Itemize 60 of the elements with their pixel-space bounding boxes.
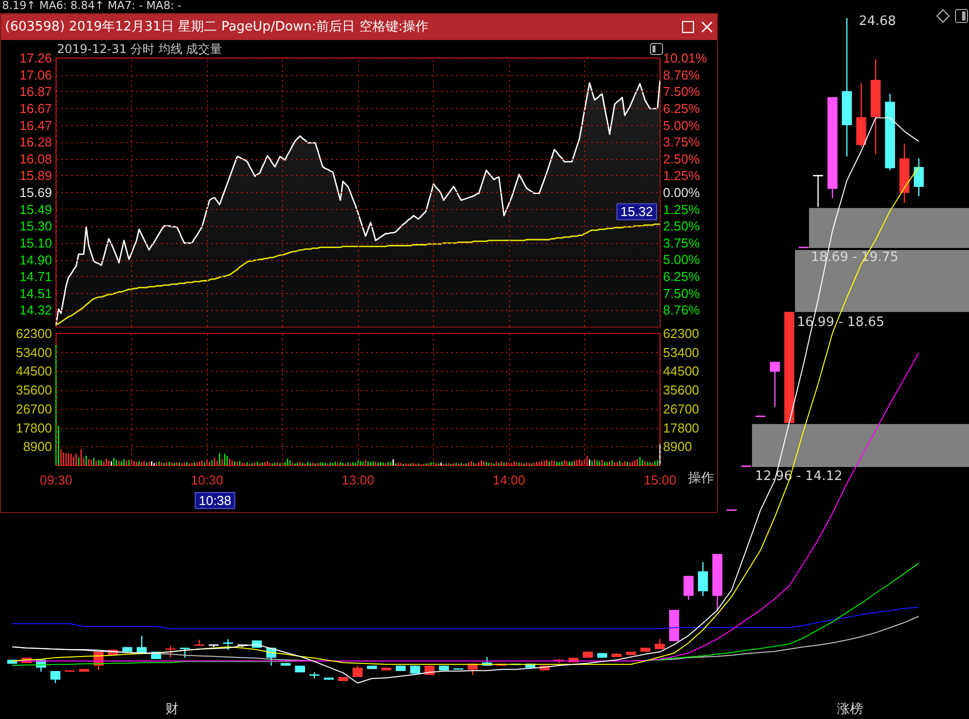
y2-tick-label: 7.50% bbox=[663, 84, 700, 100]
annotation: 24.68 bbox=[858, 14, 896, 29]
y-tick-label: 15.89 bbox=[19, 168, 52, 183]
x-tick-label: 10:30 bbox=[190, 472, 224, 488]
y-tick-label: 16.67 bbox=[19, 101, 52, 116]
x-tick-label: 13:00 bbox=[342, 472, 374, 488]
y2-tick-label: 2.50% bbox=[663, 218, 700, 234]
x-tick-label: 15:00 bbox=[644, 472, 676, 488]
chart-subtitle: 2019-12-31 分时 均线 成交量 bbox=[57, 41, 222, 58]
y2-tick-label: 17800 bbox=[663, 420, 700, 436]
y-tick-label: 15.10 bbox=[19, 236, 52, 251]
y2-tick-label: 3.75% bbox=[663, 134, 700, 150]
chart-title: (603598) 2019年12月31日 星期二 PageUp/Down:前后日 空格键:操作 bbox=[5, 20, 429, 34]
y-tick-label: 62300 bbox=[16, 326, 52, 341]
y-tick-label: 16.08 bbox=[19, 152, 52, 167]
y-tick-label: 15.49 bbox=[19, 202, 52, 218]
y-tick-label: 53400 bbox=[16, 344, 52, 360]
y2-tick-label: 44500 bbox=[663, 364, 700, 379]
y2-tick-label: 26700 bbox=[663, 401, 700, 416]
y-tick-label: 16.47 bbox=[19, 118, 52, 134]
y-tick-label: 15.30 bbox=[19, 218, 52, 234]
y-tick-label: 44500 bbox=[16, 364, 52, 379]
annotation: 10:38 bbox=[198, 493, 232, 508]
y2-tick-label: 62300 bbox=[663, 326, 700, 341]
y-tick-label: 14.51 bbox=[19, 286, 52, 302]
text: 财 bbox=[166, 702, 178, 717]
annotation: 15.32 bbox=[620, 204, 654, 220]
y2-tick-label: 0.00% bbox=[663, 185, 700, 200]
y-tick-label: 14.32 bbox=[19, 302, 52, 318]
y-tick-label: 26700 bbox=[16, 401, 52, 416]
annotation: 操作 bbox=[688, 471, 714, 486]
y-tick-label: 14.71 bbox=[19, 268, 52, 284]
y-tick-label: 15.69 bbox=[19, 185, 52, 200]
text: 涨榜 bbox=[837, 702, 863, 717]
y-tick-label: 17800 bbox=[16, 420, 52, 436]
text: 8.19↑ MA6: 8.84↑ MA7: - MA8: - bbox=[2, 0, 182, 12]
y2-tick-label: 5.00% bbox=[663, 252, 700, 268]
y2-tick-label: 1.25% bbox=[663, 168, 700, 184]
y2-tick-label: 35600 bbox=[663, 382, 700, 398]
y2-tick-label: 8.76% bbox=[663, 67, 700, 82]
y-tick-label: 16.87 bbox=[19, 84, 52, 99]
y-tick-label: 8900 bbox=[23, 439, 52, 454]
y-tick-label: 14.90 bbox=[19, 252, 52, 268]
y-tick-label: 16.28 bbox=[19, 134, 52, 150]
y2-tick-label: 7.50% bbox=[663, 286, 700, 301]
y-tick-label: 17.06 bbox=[19, 68, 52, 83]
y2-tick-label: 53400 bbox=[663, 344, 700, 360]
y2-tick-label: 2.50% bbox=[663, 151, 700, 166]
y2-tick-label: 1.25% bbox=[663, 202, 700, 217]
x-tick-label: 09:30 bbox=[40, 472, 72, 488]
y-tick-label: 35600 bbox=[16, 382, 52, 398]
x-tick-label: 14:00 bbox=[492, 472, 526, 488]
y2-tick-label: 3.75% bbox=[663, 235, 700, 250]
y2-tick-label: 8900 bbox=[663, 439, 692, 454]
y2-tick-label: 6.25% bbox=[663, 268, 700, 284]
y2-tick-label: 10.01% bbox=[663, 50, 708, 66]
y2-tick-label: 6.25% bbox=[663, 101, 700, 116]
y-tick-label: 17.26 bbox=[19, 50, 52, 66]
y2-tick-label: 5.00% bbox=[663, 118, 700, 133]
y2-tick-label: 8.76% bbox=[663, 302, 700, 318]
